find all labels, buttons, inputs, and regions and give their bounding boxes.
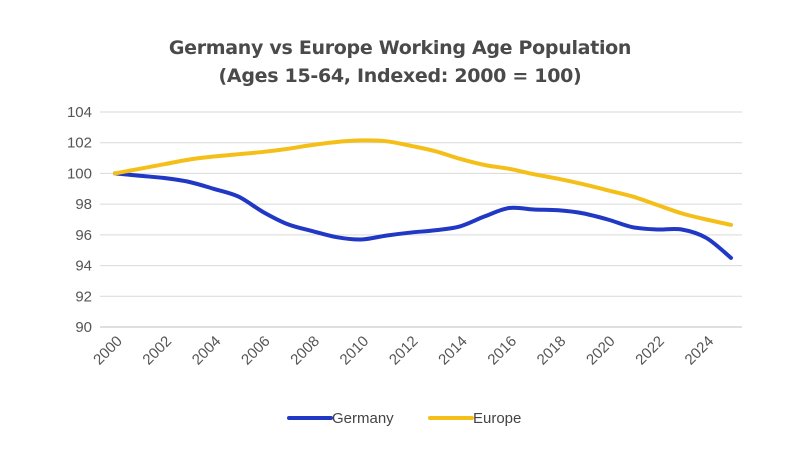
x-tick-label: 2012 xyxy=(386,333,422,369)
y-tick-label: 98 xyxy=(75,196,92,213)
series-lines xyxy=(113,138,733,260)
series-line-germany xyxy=(113,171,733,260)
x-tick-label: 2004 xyxy=(189,333,225,369)
y-tick-label: 102 xyxy=(67,135,92,152)
chart-title-block: Germany vs Europe Working Age Population… xyxy=(0,34,800,90)
legend: Germany Europe xyxy=(287,410,521,427)
y-tick-label: 100 xyxy=(67,165,92,182)
x-tick-label: 2002 xyxy=(139,333,175,369)
x-tick-label: 2016 xyxy=(484,333,520,369)
x-tick-label: 2008 xyxy=(287,333,323,369)
x-tick-label: 2022 xyxy=(632,333,668,369)
x-tick-label: 2018 xyxy=(534,333,570,369)
legend-label-germany: Germany xyxy=(332,410,394,427)
gridlines xyxy=(100,111,742,328)
y-tick-label: 92 xyxy=(75,288,92,305)
y-tick-label: 96 xyxy=(75,227,92,244)
chart-title: Germany vs Europe Working Age Population xyxy=(168,37,632,59)
y-tick-label: 90 xyxy=(75,319,92,336)
x-tick-label: 2024 xyxy=(682,333,718,369)
x-tick-label: 2014 xyxy=(435,333,471,369)
x-tick-label: 2020 xyxy=(583,333,619,369)
y-axis-ticks: 90 92 94 96 98 100 102 104 xyxy=(67,104,92,336)
x-tick-label: 2006 xyxy=(238,333,274,369)
legend-label-europe: Europe xyxy=(473,410,521,427)
x-tick-label: 2010 xyxy=(337,333,373,369)
x-tick-label: 2000 xyxy=(90,333,126,369)
series-line-europe xyxy=(113,138,733,227)
x-axis-ticks: 2000 2002 2004 2006 2008 2010 2012 2014 2016 2018… xyxy=(90,333,717,369)
y-tick-label: 104 xyxy=(67,104,92,121)
y-tick-label: 94 xyxy=(75,258,92,275)
chart-subtitle: (Ages 15-64, Indexed: 2000 = 100) xyxy=(218,65,582,87)
